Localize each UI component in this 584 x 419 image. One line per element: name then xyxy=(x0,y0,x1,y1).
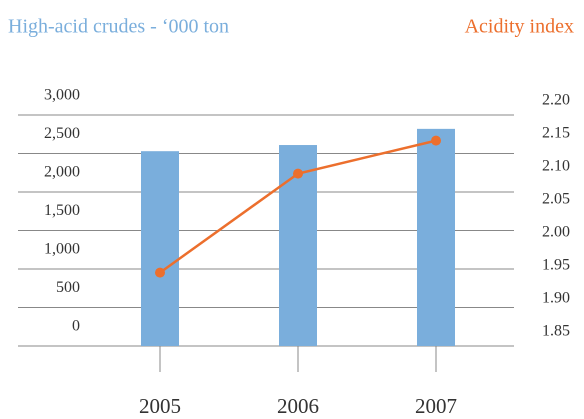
x-tick-label: 2005 xyxy=(139,394,181,418)
y2-tick-label: 2.20 xyxy=(542,92,570,109)
y2-tick-label: 1.85 xyxy=(542,323,570,340)
y-tick-label: 500 xyxy=(56,279,80,296)
y2-tick-label: 2.15 xyxy=(542,125,570,142)
point xyxy=(431,135,441,146)
y-tick-label: 1,500 xyxy=(44,202,80,219)
bar xyxy=(141,151,179,346)
y2-tick-label: 2.00 xyxy=(542,224,570,241)
y-tick-label: 0 xyxy=(72,318,80,335)
x-tick-label: 2006 xyxy=(277,394,319,418)
y-tick-label: 3,000 xyxy=(44,87,80,104)
point xyxy=(293,168,303,179)
y2-tick-label: 2.10 xyxy=(542,158,570,175)
y2-axis-title: Acidity index xyxy=(465,16,574,38)
bar xyxy=(417,128,455,346)
y-tick-label: 2,000 xyxy=(44,164,80,181)
y2-tick-label: 1.90 xyxy=(542,290,570,307)
point xyxy=(155,267,165,278)
x-tick-label: 2007 xyxy=(415,394,457,418)
y-tick-label: 1,000 xyxy=(44,241,80,258)
y2-tick-label: 1.95 xyxy=(542,257,570,274)
y-axis-title: High-acid crudes - ‘000 ton xyxy=(8,16,229,38)
y2-tick-label: 2.05 xyxy=(542,191,570,208)
y-tick-label: 2,500 xyxy=(44,125,80,142)
